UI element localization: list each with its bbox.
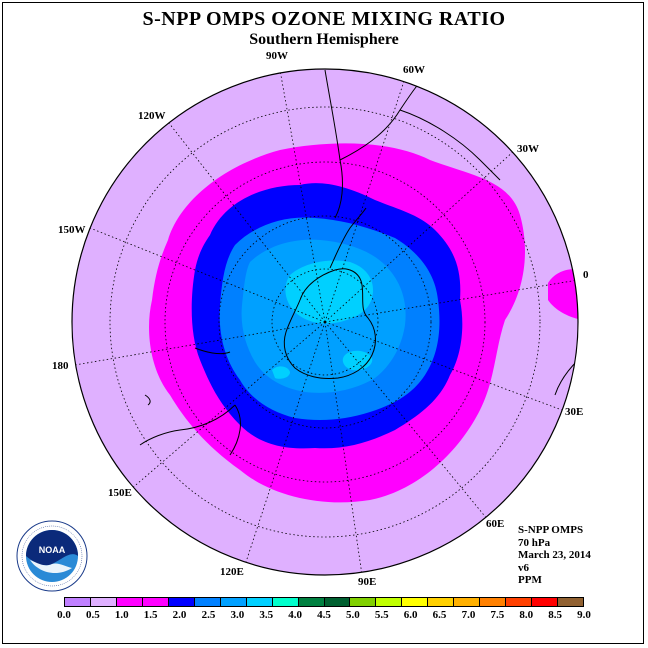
contour-magenta-blob xyxy=(548,269,578,320)
info-pressure: 70 hPa xyxy=(518,536,551,549)
lon-label-90e: 90E xyxy=(358,576,377,588)
colorbar-segment xyxy=(194,598,221,606)
lon-label-30e: 30E xyxy=(565,406,584,418)
colorbar-tick-label: 8.0 xyxy=(519,609,534,621)
colorbar-segment xyxy=(532,598,559,606)
colorbar-segment xyxy=(376,598,403,606)
colorbar-tick-label: 3.5 xyxy=(259,609,274,621)
info-version: v6 xyxy=(518,561,529,574)
colorbar-tick-label: 1.5 xyxy=(143,609,158,621)
colorbar-segment xyxy=(506,598,533,606)
colorbar-tick-label: 2.5 xyxy=(201,609,216,621)
noaa-logo-text: NOAA xyxy=(39,545,66,555)
colorbar-tick-label: 5.5 xyxy=(374,609,389,621)
colorbar-segment xyxy=(428,598,455,606)
colorbar-tick-label: 8.5 xyxy=(548,609,562,621)
map-title: S-NPP OMPS OZONE MIXING RATIO xyxy=(142,8,506,30)
colorbar-segment xyxy=(65,598,91,606)
colorbar-segment xyxy=(480,598,507,606)
colorbar-segment xyxy=(558,598,584,606)
info-instrument: S-NPP OMPS xyxy=(518,524,584,536)
colorbar-tick-label: 0.0 xyxy=(57,609,71,621)
lon-label-150e: 150E xyxy=(108,487,132,499)
colorbar-tick-label: 6.0 xyxy=(403,609,418,621)
lon-label-60e: 60E xyxy=(486,518,505,530)
colorbar xyxy=(64,597,584,607)
lon-label-150w: 150W xyxy=(58,224,86,236)
colorbar-tick-label: 6.5 xyxy=(432,609,447,621)
colorbar-segment xyxy=(324,598,351,606)
new-zealand-outline xyxy=(144,347,231,406)
info-units: PPM xyxy=(518,574,542,586)
colorbar-segment xyxy=(168,598,195,606)
lon-label-120w: 120W xyxy=(138,110,166,122)
lon-label-60w: 60W xyxy=(403,64,425,76)
colorbar-tick-label: 4.5 xyxy=(317,609,331,621)
colorbar-tick-label: 7.0 xyxy=(461,609,476,621)
colorbar-tick-label: 0.5 xyxy=(86,609,100,621)
map-subtitle: Southern Hemisphere xyxy=(249,31,399,48)
colorbar-segment xyxy=(402,598,429,606)
antarctic-peninsula xyxy=(329,207,367,269)
colorbar-segment xyxy=(272,598,299,606)
product-info: S-NPP OMPS 70 hPa March 23, 2014 v6 PPM xyxy=(518,524,591,587)
colorbar-ticks: 0.0 0.5 1.0 1.5 2.0 2.5 3.0 3.5 4.0 4.5 5.0 5.5 6.0 6… xyxy=(57,609,591,623)
lon-label-120e: 120E xyxy=(220,566,244,578)
colorbar-segment xyxy=(246,598,273,606)
colorbar-tick-label: 3.0 xyxy=(230,609,245,621)
antarctica-outline xyxy=(283,268,376,379)
colorbar-segment xyxy=(142,598,169,606)
colorbar-segment xyxy=(116,598,143,606)
colorbar-tick-label: 2.0 xyxy=(172,609,187,621)
colorbar-segment xyxy=(90,598,117,606)
map-boundary xyxy=(71,68,579,576)
noaa-logo: NOAA xyxy=(16,520,88,592)
colorbar-segment xyxy=(220,598,247,606)
info-date: March 23, 2014 xyxy=(518,549,591,561)
colorbar-tick-label: 5.0 xyxy=(346,609,360,621)
lon-label-0: 0 xyxy=(583,269,589,281)
lon-label-30w: 30W xyxy=(517,143,539,155)
colorbar-segment xyxy=(454,598,481,606)
colorbar-tick-label: 4.0 xyxy=(288,609,302,621)
colorbar-tick-label: 7.5 xyxy=(490,609,505,621)
colorbar-tick-label: 1.0 xyxy=(114,609,129,621)
lon-label-90w: 90W xyxy=(266,50,288,62)
lon-label-180: 180 xyxy=(52,360,69,372)
colorbar-segment xyxy=(350,598,377,606)
colorbar-segment xyxy=(298,598,325,606)
colorbar-tick-label: 9.0 xyxy=(577,609,591,621)
